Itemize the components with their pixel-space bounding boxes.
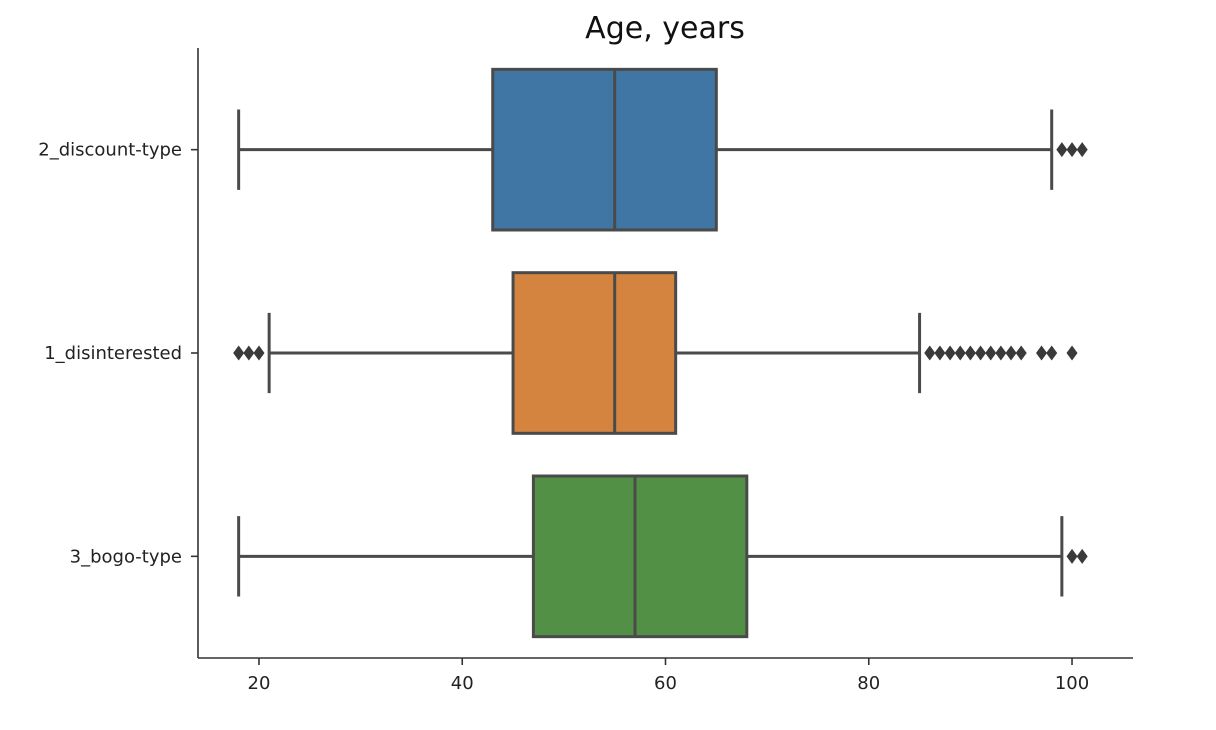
x-tick-label: 60 [654, 673, 677, 694]
chart-title: Age, years [585, 11, 745, 46]
outlier-point [1015, 345, 1027, 361]
axes: 2_discount-type 1_disinterested 3_bogo-typ… [38, 140, 1089, 694]
outlier-point [964, 345, 976, 361]
outlier-point [944, 345, 956, 361]
y-tick-label: 2_discount-type [38, 140, 182, 161]
outlier-point [1076, 142, 1088, 158]
x-tick-label: 100 [1055, 673, 1089, 694]
outlier-point [1066, 142, 1078, 158]
y-tick-label: 3_bogo-type [70, 546, 182, 567]
x-tick-label: 20 [248, 673, 271, 694]
outlier-point [1066, 345, 1078, 361]
outlier-point [1036, 345, 1048, 361]
outlier-point [975, 345, 987, 361]
outlier-point [233, 345, 245, 361]
iqr-box [531, 474, 749, 639]
plot-area [233, 67, 1088, 639]
outlier-point [1005, 345, 1017, 361]
outlier-point [995, 345, 1007, 361]
outlier-point [924, 345, 936, 361]
outlier-point [1056, 142, 1068, 158]
box-group-3_bogo-type [237, 474, 1088, 639]
x-tick-label: 40 [451, 673, 474, 694]
box-group-1_disinterested [233, 271, 1078, 435]
iqr-box [511, 271, 678, 435]
iqr-box [491, 67, 718, 232]
outlier-point [1046, 345, 1058, 361]
outlier-point [1076, 548, 1088, 564]
y-tick-label: 1_disinterested [44, 343, 182, 364]
x-tick-label: 80 [857, 673, 880, 694]
outlier-point [985, 345, 997, 361]
outlier-point [1066, 548, 1078, 564]
outlier-point [243, 345, 255, 361]
outlier-point [934, 345, 946, 361]
outlier-point [954, 345, 966, 361]
box-group-2_discount-type [237, 67, 1088, 232]
outlier-point [253, 345, 265, 361]
